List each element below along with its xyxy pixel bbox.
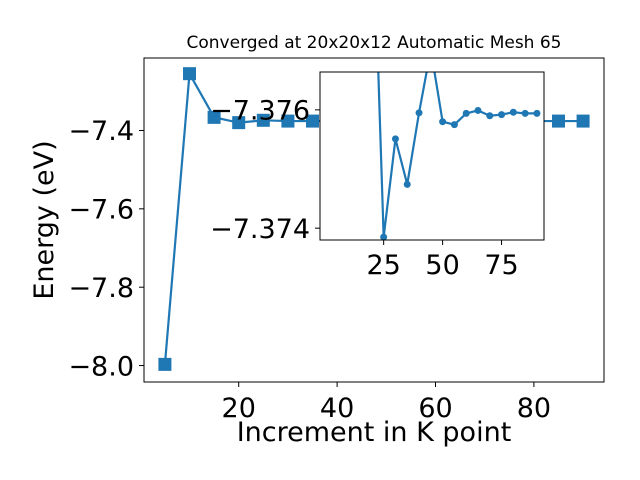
main-data-point bbox=[232, 116, 246, 130]
main-data-point bbox=[551, 114, 565, 128]
inset-x-axis: 25 50 75 bbox=[366, 240, 519, 281]
main-data-point bbox=[576, 114, 590, 128]
inset-data-point bbox=[509, 108, 517, 116]
inset-y-tick-label: −7.374 bbox=[210, 214, 310, 245]
inset-data-point bbox=[498, 111, 506, 119]
main-x-tick-label: 60 bbox=[418, 393, 452, 424]
main-y-axis-label: Energy (eV) bbox=[29, 140, 60, 299]
inset-data-point bbox=[533, 109, 541, 117]
inset-data-point bbox=[474, 106, 482, 114]
inset-y-axis: −7.376 −7.374 bbox=[210, 96, 320, 245]
inset-x-tick-label: 50 bbox=[425, 250, 459, 281]
inset-data-point bbox=[439, 118, 447, 126]
main-x-tick-label: 40 bbox=[320, 393, 354, 424]
inset-plot-frame bbox=[319, 71, 545, 241]
inset-data-point bbox=[450, 121, 458, 129]
main-data-point bbox=[207, 110, 221, 124]
main-data-point bbox=[256, 113, 270, 127]
main-y-tick-label: −7.4 bbox=[68, 116, 134, 147]
main-y-axis: −8.0 −7.8 −7.6 −7.4 bbox=[68, 116, 144, 382]
inset-x-tick-label: 75 bbox=[484, 250, 518, 281]
inset-plot-background bbox=[320, 72, 544, 240]
main-plot-frame bbox=[143, 57, 605, 383]
inset-data-point bbox=[521, 109, 529, 117]
main-x-tick-label: 20 bbox=[222, 393, 256, 424]
inset-data-point bbox=[486, 112, 494, 120]
inset-x-tick-label: 25 bbox=[366, 250, 400, 281]
main-x-tick-label: 80 bbox=[517, 393, 551, 424]
main-y-tick-label: −7.6 bbox=[68, 195, 134, 226]
main-data-point bbox=[306, 114, 320, 128]
inset-data-point bbox=[380, 233, 388, 240]
main-x-axis: 20 40 60 80 bbox=[222, 382, 551, 424]
main-y-tick-label: −8.0 bbox=[68, 351, 134, 382]
main-chart-title: Converged at 20x20x12 Automatic Mesh 65 bbox=[187, 33, 562, 53]
inset-series-layer bbox=[377, 72, 541, 240]
inset-data-point bbox=[462, 109, 470, 117]
main-x-axis-label: Increment in K point bbox=[237, 417, 512, 448]
inset-data-point bbox=[403, 180, 411, 188]
inset-data-point bbox=[391, 135, 399, 143]
inset-plot: 25 50 75 −7.376 −7.374 bbox=[210, 71, 545, 281]
inset-series-line-group bbox=[377, 72, 541, 240]
inset-y-tick-label: −7.376 bbox=[210, 96, 310, 127]
main-data-point bbox=[183, 67, 197, 81]
main-y-tick-label: −7.8 bbox=[68, 273, 134, 304]
main-data-point bbox=[158, 357, 172, 371]
inset-data-point bbox=[415, 109, 423, 117]
main-data-point bbox=[281, 114, 295, 128]
